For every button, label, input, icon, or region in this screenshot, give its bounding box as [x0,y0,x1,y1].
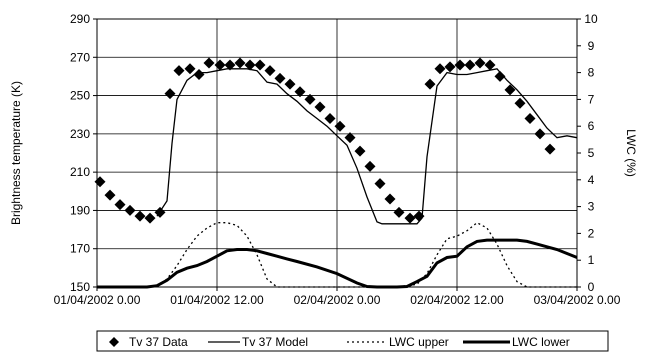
data-point [203,57,215,69]
data-point [474,57,486,69]
y2-tick-label: 5 [588,146,595,160]
data-point [214,59,226,71]
data-point [234,57,246,69]
data-point [124,204,136,216]
legend-item: LWC upper [347,335,449,349]
y2-tick-label: 4 [588,173,595,187]
data-point [284,78,296,90]
data-point [444,61,456,73]
series-tv-37-model [156,68,578,225]
legend-item: Tv 37 Data [109,335,188,349]
data-point [144,212,156,224]
series-line [156,68,578,225]
data-point [384,193,396,205]
data-point [364,160,376,172]
data-point [114,199,126,211]
data-point [514,97,526,109]
legend-item: LWC lower [463,335,570,349]
y-tick-label: 190 [70,203,90,217]
y-tick-label: 230 [70,127,90,141]
series-line [97,238,578,289]
data-point [193,69,205,81]
y2-axis-ticks: 0 1 2 3 4 5 6 7 8 9 10 [577,12,598,294]
legend-label: LWC upper [389,335,449,349]
data-point [404,212,416,224]
y-axis-title: Brightness temperature (K) [9,81,23,225]
gridlines [97,19,577,287]
y-tick-label: 170 [70,242,90,256]
data-point [294,86,306,98]
data-point [164,88,176,100]
legend-item: Tv 37 Model [208,335,308,349]
data-point [524,113,536,125]
y-tick-label: 290 [70,12,90,26]
data-point [534,128,546,140]
series-lwc-lower [97,238,578,289]
data-point [494,70,506,82]
y2-tick-label: 3 [588,200,595,214]
legend-label: LWC lower [512,335,570,349]
y-tick-label: 270 [70,50,90,64]
data-point [354,145,366,157]
y-axis-ticks: 150 170 190 210 230 250 270 290 [70,12,97,294]
data-point [304,93,316,105]
data-point [344,132,356,144]
x-tick-label: 01/04/2002 0.00 [54,293,141,307]
data-point [173,65,185,77]
legend-label: Tv 37 Data [129,335,188,349]
y2-tick-label: 1 [588,253,595,267]
x-tick-label: 03/04/2002 0.00 [534,293,621,307]
data-point [454,59,466,71]
legend-box [96,330,609,352]
data-point [134,210,146,222]
data-point [224,59,236,71]
x-axis-ticks: 01/04/2002 0.00 01/04/2002 12.00 02/04/200… [54,287,621,307]
data-point [544,143,556,155]
data-point [94,176,106,188]
data-point [434,63,446,75]
x-tick-label: 02/04/2002 12.00 [410,293,504,307]
data-point [324,113,336,125]
y-tick-label: 250 [70,89,90,103]
data-point [184,63,196,75]
data-point [374,178,386,190]
data-point [393,206,405,218]
y2-tick-label: 0 [588,280,595,294]
data-point [334,120,346,132]
data-point [464,59,476,71]
y2-tick-label: 10 [584,12,598,26]
data-point [504,84,516,96]
series-layer [94,57,578,289]
data-point [244,59,256,71]
data-point [264,65,276,77]
legend: Tv 37 Data Tv 37 Model LWC upper LWC lower [96,330,609,352]
x-tick-label: 01/04/2002 12.00 [170,293,264,307]
data-point [424,78,436,90]
data-point [314,101,326,113]
x-tick-label: 02/04/2002 0.00 [294,293,381,307]
data-point [254,59,266,71]
series-tv-37-data [94,57,556,224]
y2-tick-label: 9 [588,39,595,53]
y-tick-label: 150 [70,280,90,294]
y2-tick-label: 2 [588,226,595,240]
y2-axis-title: LWC (%) [624,129,638,177]
y-tick-label: 210 [70,165,90,179]
y2-tick-label: 7 [588,92,595,106]
y2-tick-label: 6 [588,119,595,133]
legend-swatch [109,337,119,347]
data-point [484,59,496,71]
data-point [104,189,116,201]
data-point [274,72,286,84]
legend-label: Tv 37 Model [242,335,308,349]
y2-tick-label: 8 [588,66,595,80]
